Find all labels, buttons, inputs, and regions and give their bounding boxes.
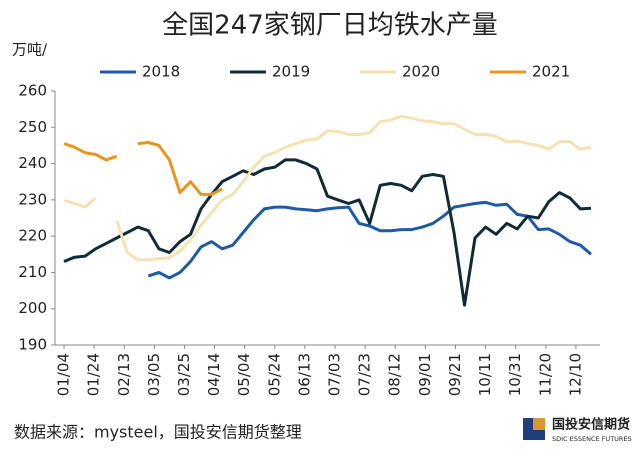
series-line <box>147 200 592 280</box>
series-line <box>63 158 592 307</box>
x-tick-label: 06/13 <box>295 353 313 396</box>
x-tick-label: 11/20 <box>536 353 554 396</box>
y-tick-label: 260 <box>18 82 47 100</box>
y-tick-label: 250 <box>18 118 47 136</box>
x-tick-label: 07/23 <box>356 353 374 396</box>
y-tick-label: 220 <box>18 227 47 245</box>
chart-title: 全国247家钢厂日均铁水产量 <box>162 11 498 41</box>
x-tick-label: 08/12 <box>386 353 404 396</box>
x-tick-label: 07/03 <box>326 353 344 396</box>
y-tick-label: 240 <box>18 154 47 172</box>
logo-en: SDIC ESSENCE FUTURES <box>552 435 632 443</box>
y-tick-label: 210 <box>18 263 47 281</box>
legend-label: 2021 <box>532 63 570 81</box>
y-tick-label: 190 <box>18 336 47 354</box>
series-line <box>63 114 592 262</box>
legend-label: 2019 <box>272 63 310 81</box>
x-tick-label: 05/24 <box>265 353 283 396</box>
y-tick-label: 200 <box>18 299 47 317</box>
x-tick-label: 04/14 <box>205 353 223 396</box>
x-tick-label: 09/01 <box>416 353 434 396</box>
x-tick-label: 03/25 <box>175 353 193 396</box>
y-tick-label: 230 <box>18 190 47 208</box>
x-tick-label: 01/24 <box>85 353 103 396</box>
x-tick-label: 10/11 <box>476 353 494 396</box>
logo-cn: 国投安信期货 <box>552 417 630 433</box>
legend-label: 2018 <box>142 63 180 81</box>
source-note: 数据来源：mysteel，国投安信期货整理 <box>14 423 302 442</box>
x-tick-label: 10/31 <box>506 353 524 396</box>
series-line <box>63 141 223 196</box>
x-tick-label: 02/13 <box>115 353 133 396</box>
y-axis-label: 万吨/ <box>12 41 48 59</box>
x-tick-label: 09/21 <box>446 353 464 396</box>
x-tick-label: 05/04 <box>235 353 253 396</box>
x-tick-label: 12/10 <box>566 353 584 396</box>
logo-mark-accent <box>533 418 545 430</box>
x-tick-label: 01/04 <box>55 353 73 396</box>
logo: 国投安信期货 SDIC ESSENCE FUTURES <box>523 417 632 443</box>
legend-label: 2020 <box>402 63 440 81</box>
x-tick-label: 03/05 <box>145 353 163 396</box>
